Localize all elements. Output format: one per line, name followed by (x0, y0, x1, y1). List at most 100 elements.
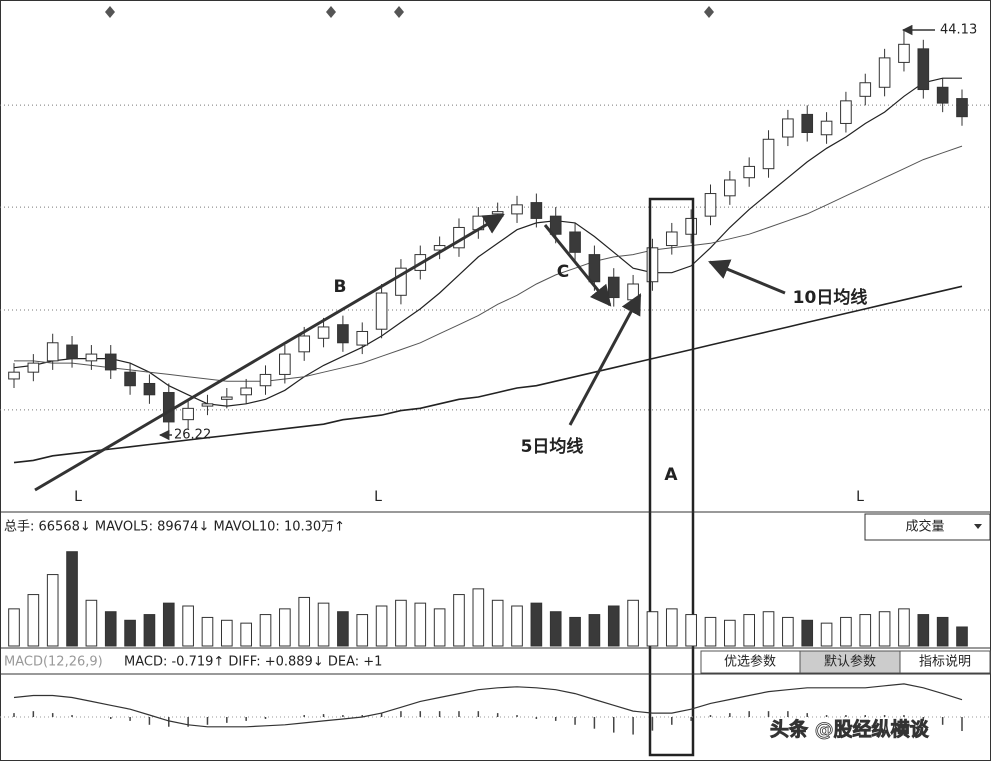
volume-bar (588, 614, 601, 647)
volume-bar (898, 608, 910, 647)
selector-label[interactable]: 成交量 (905, 519, 944, 535)
candle-body (104, 353, 117, 371)
candle-body (124, 371, 136, 387)
candle-body (820, 120, 833, 136)
volume-bar (724, 619, 736, 647)
candle-body (182, 407, 194, 421)
volume-bar (840, 616, 852, 647)
label-ma5: 5日均线 (521, 436, 584, 457)
watermark: 头条 @股经纵横谈 (770, 718, 930, 741)
candle-body (162, 392, 175, 423)
moving-average (14, 145, 963, 382)
dropdown-arrow (974, 524, 982, 529)
candle-body (917, 48, 930, 91)
candle-body (878, 57, 891, 88)
candle-body (511, 204, 523, 215)
candle-body (375, 292, 388, 330)
volume-bar (530, 602, 543, 647)
candle-body (782, 118, 794, 138)
candle-body (143, 382, 156, 396)
label-ma10: 10日均线 (793, 287, 868, 308)
volume-bar (104, 611, 117, 647)
volume-bar (936, 616, 949, 647)
volume-bar (453, 594, 465, 647)
box-a (648, 197, 695, 757)
candle-body (685, 217, 697, 235)
candle-body (859, 82, 872, 97)
low-mark: L (374, 489, 382, 505)
volume-bar (259, 614, 272, 647)
selector[interactable] (864, 513, 991, 541)
button-label[interactable]: 优选参数 (724, 654, 776, 670)
volume-bar (395, 599, 407, 647)
candle-body (356, 330, 369, 346)
diff-line (13, 683, 963, 728)
volume-bar (782, 616, 794, 647)
label-a: A (664, 465, 678, 485)
volume-bar (646, 611, 659, 647)
volume-bar (337, 611, 349, 647)
volume-bar (956, 626, 968, 647)
volume-bar (607, 605, 620, 647)
candle-body (743, 165, 756, 179)
volume-bar (762, 611, 775, 647)
volume-bar (801, 619, 814, 647)
volume-bar (124, 619, 136, 647)
candle-body (607, 276, 620, 299)
volume-bar (46, 574, 59, 647)
candle-body (66, 344, 78, 360)
low-label: 26.22 (174, 428, 211, 443)
volume-bar (201, 616, 214, 647)
candle-body (840, 100, 852, 124)
candle-body (337, 324, 349, 344)
moving-average (13, 77, 962, 407)
volume-bar (859, 614, 872, 647)
volume-bar (878, 611, 891, 647)
candle-body (569, 231, 581, 253)
candle-body (46, 342, 59, 362)
volume-bar (182, 605, 194, 647)
volume-bar (820, 622, 833, 647)
arrow-b (34, 213, 505, 492)
candle-body (220, 396, 233, 400)
volume-bar (375, 605, 388, 647)
volume-bar (433, 608, 446, 647)
button-label[interactable]: 指标说明 (919, 655, 971, 670)
candle-body (85, 353, 98, 362)
candle-body (936, 86, 949, 104)
candle-body (762, 138, 775, 170)
candle-body (317, 326, 330, 339)
candle-body (627, 283, 639, 301)
volume-bar (549, 611, 562, 647)
button-label[interactable]: 默认参数 (824, 654, 876, 670)
candle-body (646, 247, 659, 283)
volume-bar (569, 616, 581, 647)
candle-body (491, 211, 504, 215)
low-mark: L (856, 489, 864, 505)
candle-body (549, 215, 562, 235)
volume-bar (220, 619, 233, 647)
volume-bar (85, 599, 98, 647)
volume-bar (743, 614, 756, 647)
low-mark: L (74, 489, 82, 505)
candle-body (724, 179, 736, 197)
candle-body (259, 373, 272, 387)
volume-bar (27, 594, 40, 647)
volume-bar (491, 599, 504, 647)
macd-name: MACD(12,26,9) (4, 655, 103, 670)
candle-body (801, 113, 814, 133)
candle-body (201, 403, 214, 407)
candle-body (956, 98, 968, 118)
volume-bar (162, 602, 175, 647)
button[interactable] (899, 650, 991, 674)
label-c: C (557, 262, 569, 282)
volume-bar (627, 599, 639, 647)
moving-average (13, 285, 963, 464)
candle-body (530, 202, 543, 219)
volume-bar (240, 622, 252, 647)
volume-bar (143, 614, 156, 647)
volume-bar (66, 551, 78, 647)
volume-bar (298, 596, 311, 647)
candle-body (665, 231, 678, 247)
